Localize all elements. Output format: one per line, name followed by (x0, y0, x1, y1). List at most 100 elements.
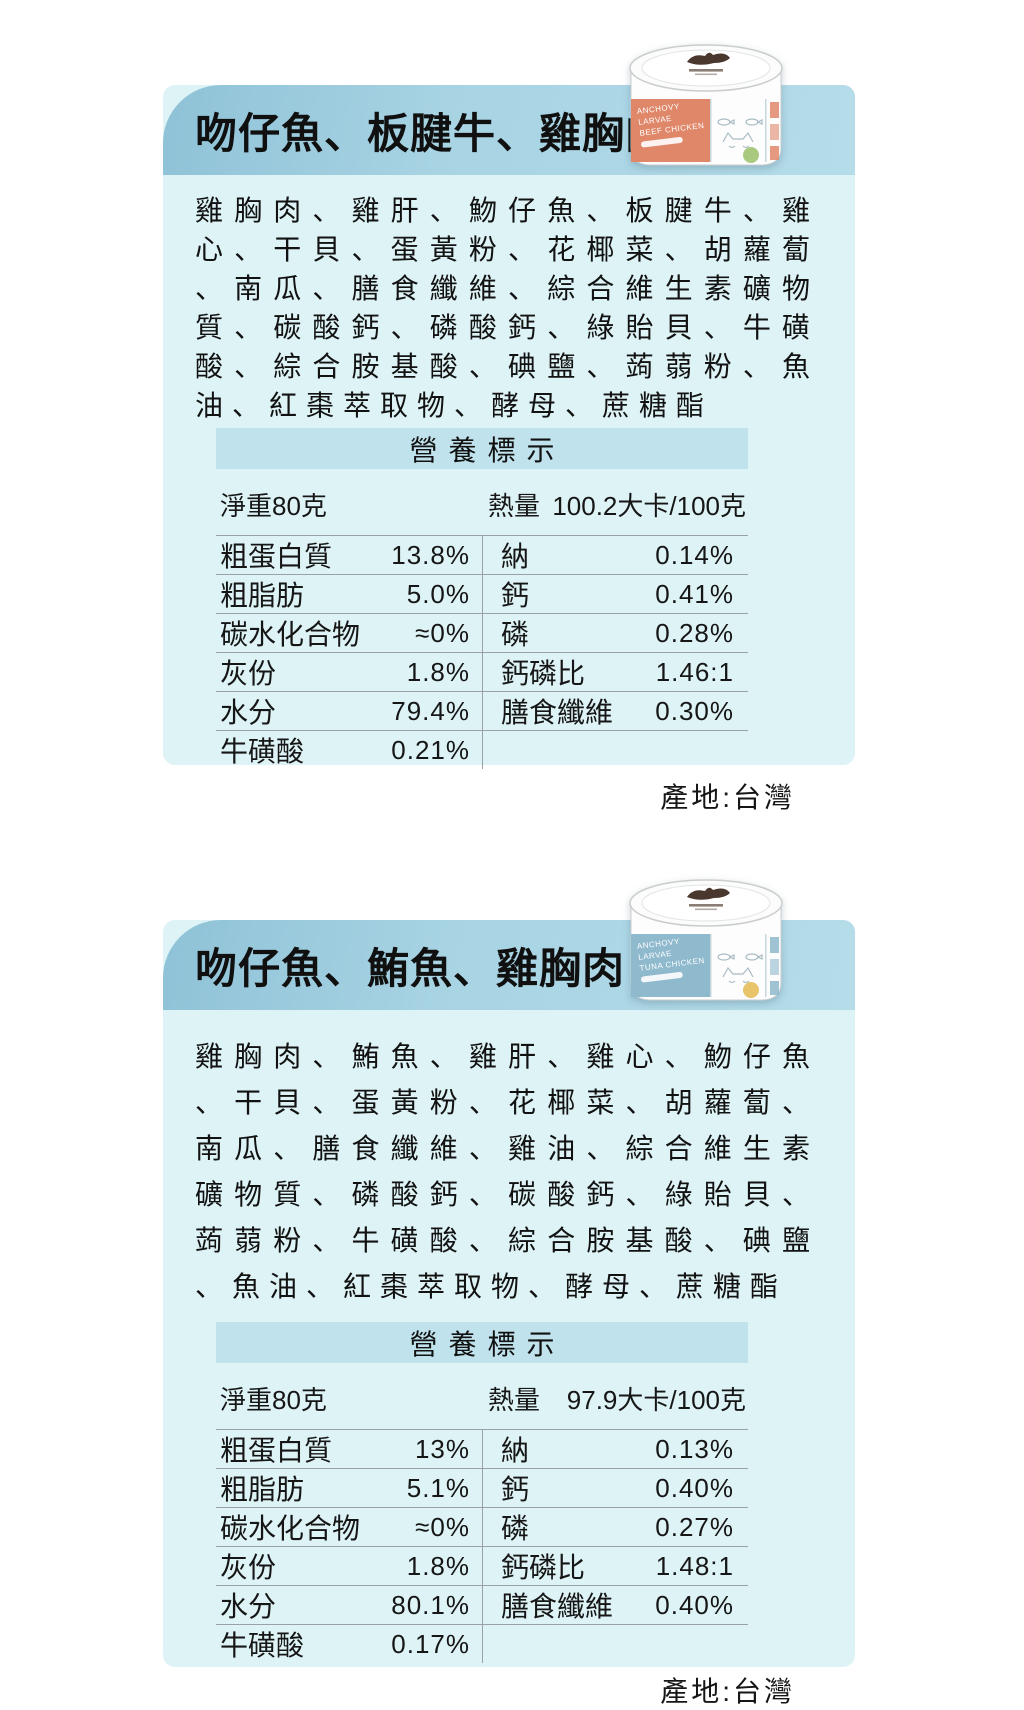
nutrient-label: 粗蛋白質 (220, 541, 333, 572)
nutrient-value: 5.1% (406, 1472, 470, 1503)
nutrient-label: 磷 (501, 619, 530, 650)
nutrient-value: 0.30% (655, 695, 734, 726)
nutrition-table: 粗蛋白質 13.8% 粗脂肪 5.0% 碳水化合物 ≈0% 灰份 1.8% 水分 79.4… (216, 535, 748, 769)
nutrition-row: 膳食纖維 0.40% (483, 1585, 748, 1624)
nutrition-row: 納 0.13% (483, 1429, 748, 1468)
nutrient-label: 鈣 (501, 1474, 530, 1505)
nutrition-row: 灰份 1.8% (216, 1546, 482, 1585)
can-strip (770, 937, 779, 953)
nutrient-value: 0.41% (655, 578, 734, 609)
nutrient-label: 粗蛋白質 (220, 1435, 333, 1466)
nutrition-row: 水分 80.1% (216, 1585, 482, 1624)
nutrient-label: 灰份 (220, 658, 277, 689)
nutrition-row-empty (483, 730, 748, 769)
nutrient-value: 0.17% (391, 1628, 470, 1659)
nutrient-value: 13% (414, 1433, 470, 1464)
nutrient-value: 13.8% (391, 539, 470, 570)
nutrient-label: 磷 (501, 1513, 530, 1544)
product-card-anchovy-beef-chicken: 吻仔魚、板腱牛、雞胸肉 ANCHOVY LARVAE BEEF CHICKEN (163, 44, 855, 813)
can-strip (770, 102, 779, 118)
nutrient-value: 1.46:1 (655, 656, 734, 687)
nutrition-row: 牛磺酸 0.21% (216, 730, 482, 769)
nutrition-panel: 營養標示 淨重80克 熱量 100.2大卡/100克 粗蛋白質 13.8% 粗脂肪… (216, 428, 748, 769)
nutrient-value: 0.21% (391, 734, 470, 765)
can-label-left (631, 99, 710, 162)
nutrient-label: 粗脂肪 (220, 1474, 305, 1505)
nutrient-value: 0.28% (655, 617, 734, 648)
origin-text: 產地:台灣 (660, 782, 795, 813)
product-title: 吻仔魚、鮪魚、雞胸肉 (195, 944, 626, 992)
nutrient-label: 水分 (220, 1591, 277, 1622)
can-cat-illustration (717, 118, 763, 149)
nutrition-row: 膳食纖維 0.30% (483, 691, 748, 730)
nutrition-row: 灰份 1.8% (216, 652, 482, 691)
nutrient-label: 粗脂肪 (220, 580, 305, 611)
energy-value: 100.2大卡/100克 (552, 491, 746, 521)
nutrient-label: 納 (501, 1435, 530, 1466)
nutrition-header: 營養標示 (216, 428, 748, 469)
can-strip (770, 124, 779, 140)
can-green-dot (743, 147, 759, 163)
nutrition-row: 粗脂肪 5.1% (216, 1468, 482, 1507)
nutrient-value: 0.13% (655, 1433, 734, 1464)
nutrient-value: 1.48:1 (655, 1550, 734, 1581)
can-label-left (631, 934, 710, 997)
nutrition-row: 粗蛋白質 13.8% (216, 535, 482, 574)
can-strip (770, 146, 779, 160)
nutrient-value: 0.27% (655, 1511, 734, 1542)
nutrient-label: 灰份 (220, 1552, 277, 1583)
can-yellow-dot (743, 982, 759, 998)
product-can-image: ANCHOVY LARVAE BEEF CHICKEN (629, 44, 783, 166)
nutrient-label: 鈣磷比 (501, 1552, 586, 1583)
nutrient-value: ≈0% (415, 1511, 470, 1542)
nutrition-row: 碳水化合物 ≈0% (216, 613, 482, 652)
net-weight: 淨重80克 (220, 1385, 327, 1415)
nutrient-label: 膳食纖維 (501, 1591, 614, 1622)
nutrient-value: 1.8% (406, 656, 470, 687)
nutrient-label: 水分 (220, 697, 277, 728)
nutrition-row: 鈣磷比 1.46:1 (483, 652, 748, 691)
nutrition-row: 磷 0.27% (483, 1507, 748, 1546)
nutrition-row: 納 0.14% (483, 535, 748, 574)
nutrition-row: 水分 79.4% (216, 691, 482, 730)
nutrient-value: 79.4% (391, 695, 470, 726)
nutrition-row: 鈣 0.41% (483, 574, 748, 613)
can-brand-mark (687, 52, 730, 76)
nutrient-value: 0.40% (655, 1472, 734, 1503)
nutrition-row: 粗脂肪 5.0% (216, 574, 482, 613)
nutrient-label: 碳水化合物 (220, 1513, 361, 1544)
nutrition-header: 營養標示 (216, 1322, 748, 1363)
nutrient-value: 1.8% (406, 1550, 470, 1581)
nutrient-label: 牛磺酸 (220, 736, 305, 767)
can-strip (770, 981, 779, 995)
can-strip (770, 959, 779, 975)
nutrient-label: 牛磺酸 (220, 1630, 305, 1661)
nutrition-row: 牛磺酸 0.17% (216, 1624, 482, 1663)
nutrition-row: 鈣 0.40% (483, 1468, 748, 1507)
energy-label: 熱量 (488, 1385, 541, 1415)
nutrient-label: 鈣磷比 (501, 658, 586, 689)
energy-value: 97.9大卡/100克 (566, 1385, 746, 1415)
nutrient-label: 膳食纖維 (501, 697, 614, 728)
nutrition-row: 粗蛋白質 13% (216, 1429, 482, 1468)
weight-energy-row: 淨重80克 熱量 97.9大卡/100克 (216, 1363, 748, 1429)
nutrient-value: 80.1% (391, 1589, 470, 1620)
nutrient-label: 納 (501, 541, 530, 572)
nutrition-row-empty (483, 1624, 748, 1663)
net-weight: 淨重80克 (220, 491, 327, 521)
nutrition-row: 磷 0.28% (483, 613, 748, 652)
nutrient-value: 5.0% (406, 578, 470, 609)
can-cat-illustration (717, 953, 763, 984)
can-brand-mark (687, 887, 730, 911)
nutrient-value: 0.14% (655, 539, 734, 570)
energy-label: 熱量 (488, 491, 541, 521)
nutrition-row: 鈣磷比 1.48:1 (483, 1546, 748, 1585)
product-card-anchovy-tuna-chicken: 吻仔魚、鮪魚、雞胸肉 ANCHOVY LARVAE TUNA CHICKEN (163, 879, 855, 1707)
ingredients-text: 雞胸肉、雞肝、魩仔魚、板腱牛、雞心、干貝、蛋黃粉、花椰菜、胡蘿蔔、南瓜、膳食纖維… (195, 195, 819, 421)
nutrition-panel: 營養標示 淨重80克 熱量 97.9大卡/100克 粗蛋白質 13% 粗脂肪 5.1… (216, 1322, 748, 1663)
nutrient-value: ≈0% (415, 617, 470, 648)
nutrient-value: 0.40% (655, 1589, 734, 1620)
product-can-image: ANCHOVY LARVAE TUNA CHICKEN (629, 879, 783, 1001)
origin-text: 產地:台灣 (660, 1676, 795, 1707)
nutrient-label: 碳水化合物 (220, 619, 361, 650)
